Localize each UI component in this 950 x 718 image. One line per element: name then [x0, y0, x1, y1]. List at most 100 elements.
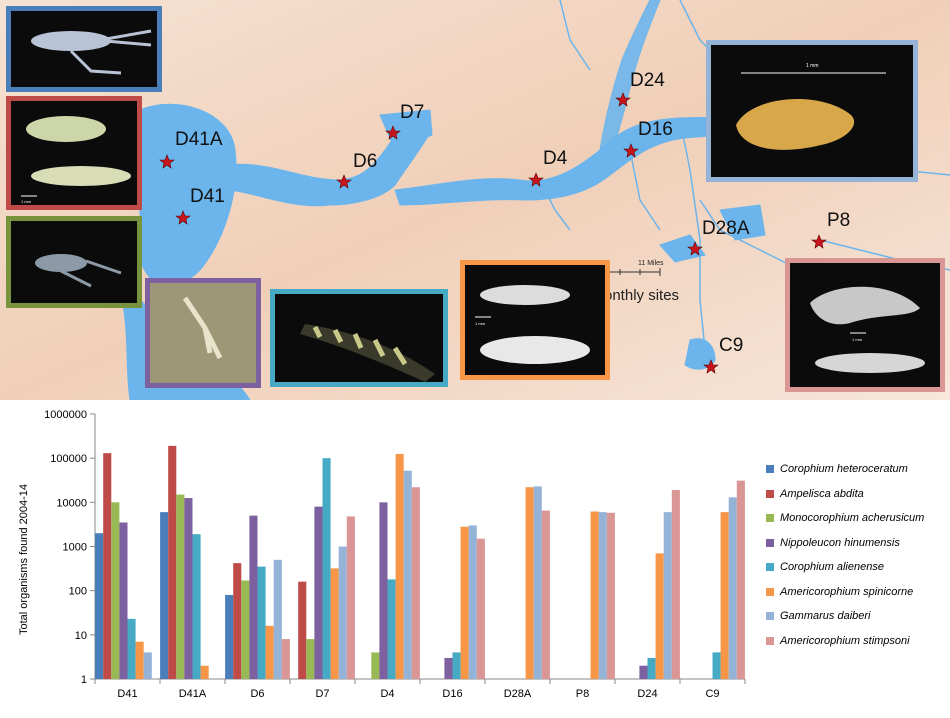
x-tick-label: C9	[705, 688, 719, 700]
site-star-d6	[336, 174, 352, 189]
bar	[330, 568, 339, 679]
photo-americorophium-spinicorne: 1 mm	[460, 260, 610, 380]
bar	[460, 526, 469, 679]
bar	[176, 494, 185, 679]
legend-label: Americorophium stimpsoni	[780, 634, 910, 647]
photo-corophium-alienense	[270, 289, 448, 387]
y-tick-label: 1000	[63, 542, 87, 554]
bar	[346, 516, 355, 679]
site-star-d7	[385, 125, 401, 140]
photo-gammarus-daiberi: 1 mm	[706, 40, 918, 182]
legend-swatch	[766, 563, 774, 571]
bar	[233, 563, 242, 679]
bar	[379, 502, 388, 679]
bar	[241, 580, 250, 679]
legend-swatch	[766, 465, 774, 473]
bar	[712, 652, 721, 679]
legend-label: Monocorophium acherusicum	[780, 512, 925, 524]
site-label-d6: D6	[353, 151, 378, 172]
legend-label: Corophium alienense	[780, 561, 884, 573]
bar	[647, 657, 656, 679]
scale-bar-label: 11 Miles	[638, 260, 664, 267]
x-tick-label: D4	[380, 688, 394, 700]
bar	[444, 657, 453, 679]
site-markers	[159, 92, 827, 374]
bar	[452, 652, 461, 679]
legend-swatch	[766, 587, 774, 596]
bar	[184, 498, 193, 679]
site-label-d4: D4	[543, 148, 568, 169]
bar	[103, 453, 112, 679]
bar	[281, 639, 290, 679]
bar	[728, 497, 737, 679]
y-tick-label: 100000	[50, 453, 87, 465]
x-tick-label: P8	[576, 688, 589, 700]
bar	[403, 470, 412, 679]
photo-scale-text-2: 1 mm	[475, 321, 486, 326]
photo-americorophium-stimpsoni: 1 mm	[785, 258, 945, 392]
site-label-d24: D24	[630, 70, 665, 91]
x-tick-label: D7	[315, 688, 329, 700]
bar	[265, 625, 274, 679]
legend-label: Gammarus daiberi	[780, 610, 871, 622]
legend-swatch	[766, 489, 774, 498]
legend-label: Corophium heteroceratum	[780, 463, 908, 475]
bar	[225, 594, 234, 679]
bar	[111, 502, 120, 679]
site-star-d41a	[159, 154, 175, 169]
site-star-p8	[811, 234, 827, 249]
legend-swatch	[766, 514, 774, 522]
bar	[476, 538, 485, 679]
photo-corophium-heteroceratum	[6, 6, 162, 92]
y-tick-label: 10	[75, 630, 87, 642]
map-panel: D41A D41 D7 D6 D4 D24 D16 D28A P8 C9 11 …	[0, 0, 950, 401]
bar	[541, 510, 550, 679]
site-label-d41: D41	[190, 186, 225, 207]
legend-label: Ampelisca abdita	[780, 487, 864, 500]
legend-swatch	[766, 636, 774, 645]
y-tick-label: 100	[69, 586, 87, 598]
site-star-c9	[703, 359, 719, 374]
x-tick-label: D41A	[179, 688, 207, 700]
x-tick-label: D28A	[504, 688, 532, 700]
photo-nippoleucon-hinumensis	[145, 278, 261, 388]
bar	[395, 453, 404, 679]
bar	[200, 665, 209, 679]
bar	[314, 506, 323, 679]
bar	[143, 652, 152, 679]
bar-chart: 1 10 100 1000 10000 100000 1000000 D41 D41A D6 D7 D…	[44, 409, 746, 700]
legend-label: Americorophium spinicorne	[780, 585, 914, 598]
legend-swatch	[766, 538, 774, 547]
x-tick-label: D24	[637, 688, 657, 700]
y-tick-label: 10000	[56, 497, 87, 509]
bar	[606, 512, 615, 679]
site-star-d24	[615, 92, 631, 107]
site-label-d28a: D28A	[702, 218, 750, 239]
bar	[525, 487, 534, 679]
bar	[306, 639, 315, 679]
site-label-d41a: D41A	[175, 129, 223, 150]
bar	[411, 487, 420, 679]
bar	[338, 546, 347, 679]
bar	[119, 522, 128, 679]
photo-scale-text-3: 1 mm	[806, 63, 819, 69]
bar	[160, 512, 169, 679]
bar	[736, 480, 745, 679]
map-legend-text: onthly sites	[604, 287, 680, 304]
bar	[192, 534, 201, 679]
bar	[257, 566, 266, 679]
bar	[671, 490, 680, 679]
site-label-d7: D7	[400, 102, 425, 123]
bar	[127, 618, 136, 679]
photo-monocorophium-acherusicum	[6, 216, 142, 308]
bar	[387, 579, 396, 679]
bar	[663, 512, 672, 679]
bar-chart-panel: 1 10 100 1000 10000 100000 1000000 D41 D41A D6 D7 D…	[0, 400, 950, 713]
y-tick-label: 1000000	[44, 409, 87, 421]
bar	[322, 458, 331, 679]
bar	[590, 511, 599, 679]
bar	[655, 553, 664, 679]
bar	[273, 559, 282, 679]
x-tick-label: D41	[117, 688, 137, 700]
photo-scale-text-1: 1 mm	[21, 199, 32, 204]
